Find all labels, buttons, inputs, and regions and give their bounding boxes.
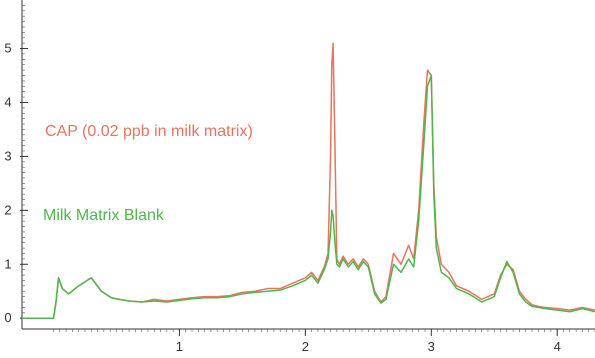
y-tick-label: 5 — [4, 41, 11, 56]
y-tick-label: 3 — [4, 148, 11, 163]
x-tick-label: 3 — [428, 339, 435, 353]
y-tick-label: 1 — [4, 256, 11, 271]
y-tick-label: 2 — [4, 202, 11, 217]
x-tick-label: 1 — [176, 339, 183, 353]
series-label-blank: Milk Matrix Blank — [43, 207, 165, 224]
series-label-cap: CAP (0.02 ppb in milk matrix) — [45, 123, 253, 140]
x-tick-label: 4 — [554, 339, 561, 353]
series-line-blank — [22, 74, 595, 319]
series-layer — [22, 42, 595, 319]
x-tick-label: 2 — [302, 339, 309, 353]
y-tick-label: 0 — [4, 310, 11, 325]
y-tick-label: 4 — [4, 94, 11, 109]
axes: 0 1 2 3 4 5 1 2 3 4 — [4, 0, 595, 354]
